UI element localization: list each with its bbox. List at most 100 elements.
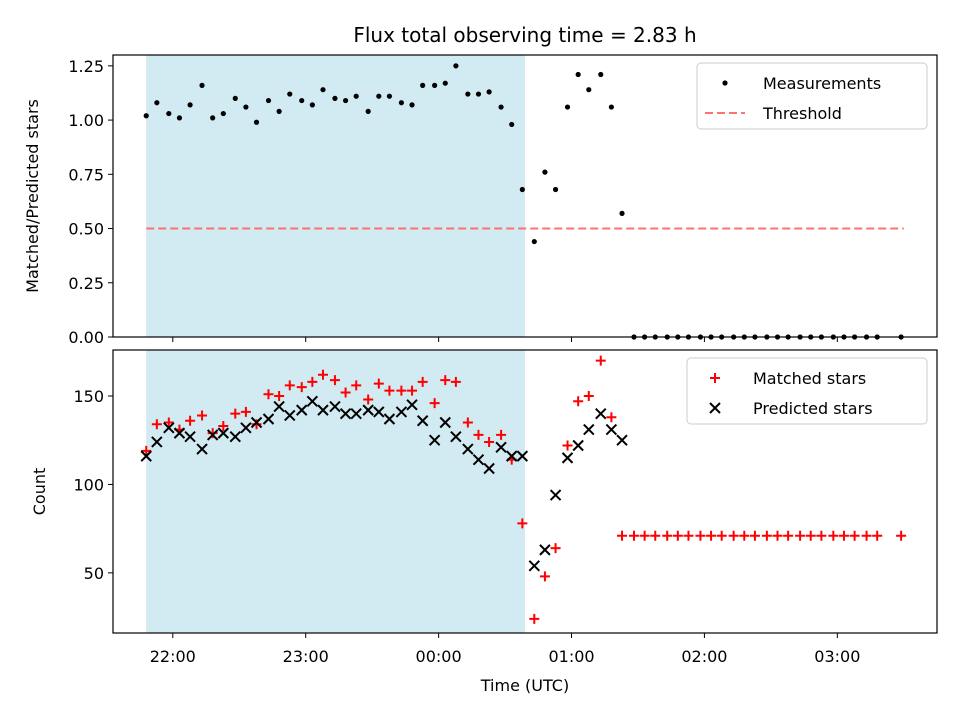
matched-star-point [783,530,794,541]
matched-star-point [396,385,407,396]
predicted-star-point [616,434,628,446]
matched-star-point [828,530,839,541]
matched-star-point [340,387,351,398]
matched-star-point [872,530,883,541]
predicted-star-point [561,452,574,464]
measurement-point [253,119,260,125]
matched-star-point [595,355,606,366]
x-tick-label: 02:00 [681,647,727,666]
y-tick-label: 0.25 [68,274,104,293]
y-tick-label: 0.00 [68,328,104,347]
series-matched-stars [141,355,907,624]
matched-star-point [672,530,683,541]
matched-star-point [307,376,318,387]
matched-star-point [197,410,208,421]
matched-star-point [695,530,706,541]
measurement-point [220,110,226,117]
matched-star-point [384,385,395,396]
matched-star-point [296,382,307,393]
measurement-point [586,87,592,93]
legend-marker-plus [710,373,720,383]
observing-window-span [146,350,525,633]
predicted-star-point [506,450,518,462]
predicted-star-point [583,423,595,436]
predicted-star-point [383,413,396,425]
measurement-point [386,93,393,99]
measurement-point [564,104,571,110]
matched-star-point [716,530,727,541]
measurement-point [398,100,404,106]
measurement-point [299,97,305,104]
matched-star-point [496,429,507,440]
predicted-star-point [439,416,451,429]
predicted-star-point [428,434,441,446]
matched-star-point [274,390,285,401]
matched-star-point [417,376,428,387]
matched-star-point [550,543,561,554]
measurement-point [176,115,183,121]
matched-star-point [473,429,484,440]
predicted-star-point [140,450,152,462]
predicted-star-point [450,430,462,443]
matched-star-point [363,394,374,405]
measurement-point [143,113,149,119]
predicted-star-point [528,560,541,572]
measurement-point [552,186,559,193]
predicted-star-point [572,439,584,452]
x-tick-label: 00:00 [416,647,462,666]
measurement-point [287,91,293,97]
measurement-point [187,102,193,108]
matched-star-point [706,530,717,541]
measurement-point [276,108,282,114]
matched-star-point [838,530,849,541]
y-tick-label: 0.75 [68,165,104,184]
predicted-star-point [605,423,618,436]
y-tick-label: 100 [73,475,104,494]
measurement-point [542,169,548,175]
count-panel: 50 100 150 22:00 23:00 00:00 01:00 02:00 03:00 Co… [30,349,938,695]
matched-star-point [251,419,262,430]
matched-star-point [317,369,328,380]
predicted-star-point [483,462,495,475]
measurement-point [154,100,160,106]
matched-star-point [151,419,162,430]
measurement-point [332,95,338,101]
measurement-point [442,80,448,86]
matched-star-point [805,530,816,541]
predicted-star-point [362,404,374,416]
measurement-point [598,71,604,78]
predicted-star-point [151,436,163,448]
legend: Matched stars Predicted stars [686,357,928,425]
ratio-panel: 0.00 0.25 0.50 0.75 1.00 1.25 Matched/Predicte… [23,54,938,347]
matched-star-point [517,518,528,529]
measurement-point [475,91,482,97]
matched-star-point [263,389,274,400]
measurement-point [342,97,349,104]
predicted-star-point [273,400,285,413]
measurement-point [486,89,492,95]
predicted-star-point [296,404,308,416]
matched-star-point [628,530,639,541]
matched-star-point [573,396,584,407]
predicted-star-point [373,406,385,418]
measurement-point [210,115,216,121]
legend-marker-dot [722,80,728,86]
axes-frame [112,349,938,634]
predicted-star-point [549,489,562,501]
measurement-point [365,108,371,114]
legend: Measurements Threshold [696,62,928,130]
predicted-star-point [229,430,241,443]
legend-entry-label: Matched stars [753,369,866,388]
measurement-point [353,93,359,99]
measurement-point [420,82,426,88]
predicted-star-point [217,427,230,439]
predicted-star-point [317,404,329,416]
predicted-star-point [163,422,175,434]
matched-star-point [861,530,872,541]
matched-star-point [662,530,673,541]
predicted-star-point [406,399,418,411]
matched-star-point [606,412,617,423]
legend-box [686,357,928,425]
predicted-star-point [495,441,507,453]
